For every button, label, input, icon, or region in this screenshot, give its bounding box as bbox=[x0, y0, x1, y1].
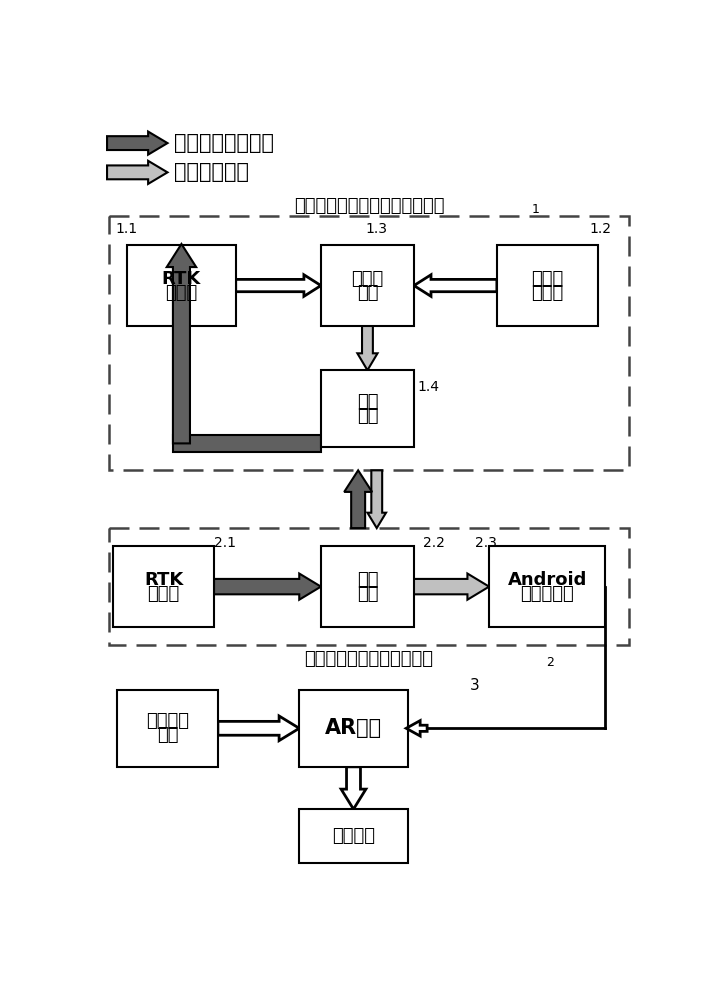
Polygon shape bbox=[414, 275, 497, 296]
Polygon shape bbox=[367, 470, 386, 528]
Text: 1.1: 1.1 bbox=[116, 222, 138, 236]
Text: 1.4: 1.4 bbox=[417, 380, 439, 394]
FancyBboxPatch shape bbox=[321, 546, 414, 627]
Text: 机载飞行状态数据采集发射系统: 机载飞行状态数据采集发射系统 bbox=[294, 197, 444, 215]
Text: AR眼镜: AR眼镜 bbox=[325, 718, 382, 738]
FancyBboxPatch shape bbox=[117, 690, 218, 767]
Text: 视景: 视景 bbox=[157, 726, 179, 744]
FancyBboxPatch shape bbox=[497, 245, 598, 326]
Text: 数传: 数传 bbox=[356, 393, 378, 411]
FancyBboxPatch shape bbox=[321, 370, 414, 447]
Polygon shape bbox=[218, 716, 300, 741]
Polygon shape bbox=[173, 435, 321, 452]
FancyBboxPatch shape bbox=[300, 809, 408, 863]
FancyBboxPatch shape bbox=[300, 690, 408, 767]
Polygon shape bbox=[344, 470, 372, 528]
Text: 电台: 电台 bbox=[356, 585, 378, 603]
Polygon shape bbox=[214, 574, 321, 600]
FancyBboxPatch shape bbox=[127, 245, 235, 326]
Text: 单片机: 单片机 bbox=[351, 270, 384, 288]
Text: 系统: 系统 bbox=[356, 284, 378, 302]
Bar bbox=[109, 528, 629, 645]
FancyBboxPatch shape bbox=[321, 245, 414, 326]
Text: Android: Android bbox=[508, 571, 587, 589]
Text: 航模块: 航模块 bbox=[531, 284, 563, 302]
Text: 基准站: 基准站 bbox=[148, 585, 180, 603]
Text: 2.1: 2.1 bbox=[214, 536, 236, 550]
Text: 移动站: 移动站 bbox=[166, 284, 197, 302]
Text: 惯性导: 惯性导 bbox=[531, 270, 563, 288]
Polygon shape bbox=[107, 132, 168, 155]
Text: RTK: RTK bbox=[162, 270, 201, 288]
Text: 1.2: 1.2 bbox=[590, 222, 612, 236]
Polygon shape bbox=[414, 574, 489, 600]
Text: 受训人员: 受训人员 bbox=[332, 827, 375, 845]
Text: 飞行状态数据: 飞行状态数据 bbox=[174, 162, 248, 182]
Text: 地面飞行状态数据接收系统: 地面飞行状态数据接收系统 bbox=[305, 650, 433, 668]
Text: 3: 3 bbox=[469, 678, 480, 693]
Text: 嵌入式系统: 嵌入式系统 bbox=[521, 585, 574, 603]
Polygon shape bbox=[235, 275, 321, 296]
Text: 电台: 电台 bbox=[356, 407, 378, 425]
Text: 数传: 数传 bbox=[356, 571, 378, 589]
Polygon shape bbox=[107, 161, 168, 184]
Text: 2.3: 2.3 bbox=[475, 536, 497, 550]
Text: 定位误差补偿数据: 定位误差补偿数据 bbox=[174, 133, 274, 153]
Polygon shape bbox=[357, 326, 377, 370]
FancyBboxPatch shape bbox=[113, 546, 214, 627]
Polygon shape bbox=[406, 721, 427, 736]
Polygon shape bbox=[341, 767, 366, 809]
Bar bbox=[109, 216, 629, 470]
Text: 1: 1 bbox=[532, 203, 539, 216]
Polygon shape bbox=[167, 244, 196, 443]
Text: 1.3: 1.3 bbox=[365, 222, 387, 236]
FancyBboxPatch shape bbox=[489, 546, 606, 627]
Text: 真实飞行: 真实飞行 bbox=[146, 712, 189, 730]
Text: 2.2: 2.2 bbox=[423, 536, 445, 550]
Text: RTK: RTK bbox=[144, 571, 184, 589]
Text: 2: 2 bbox=[546, 656, 554, 669]
